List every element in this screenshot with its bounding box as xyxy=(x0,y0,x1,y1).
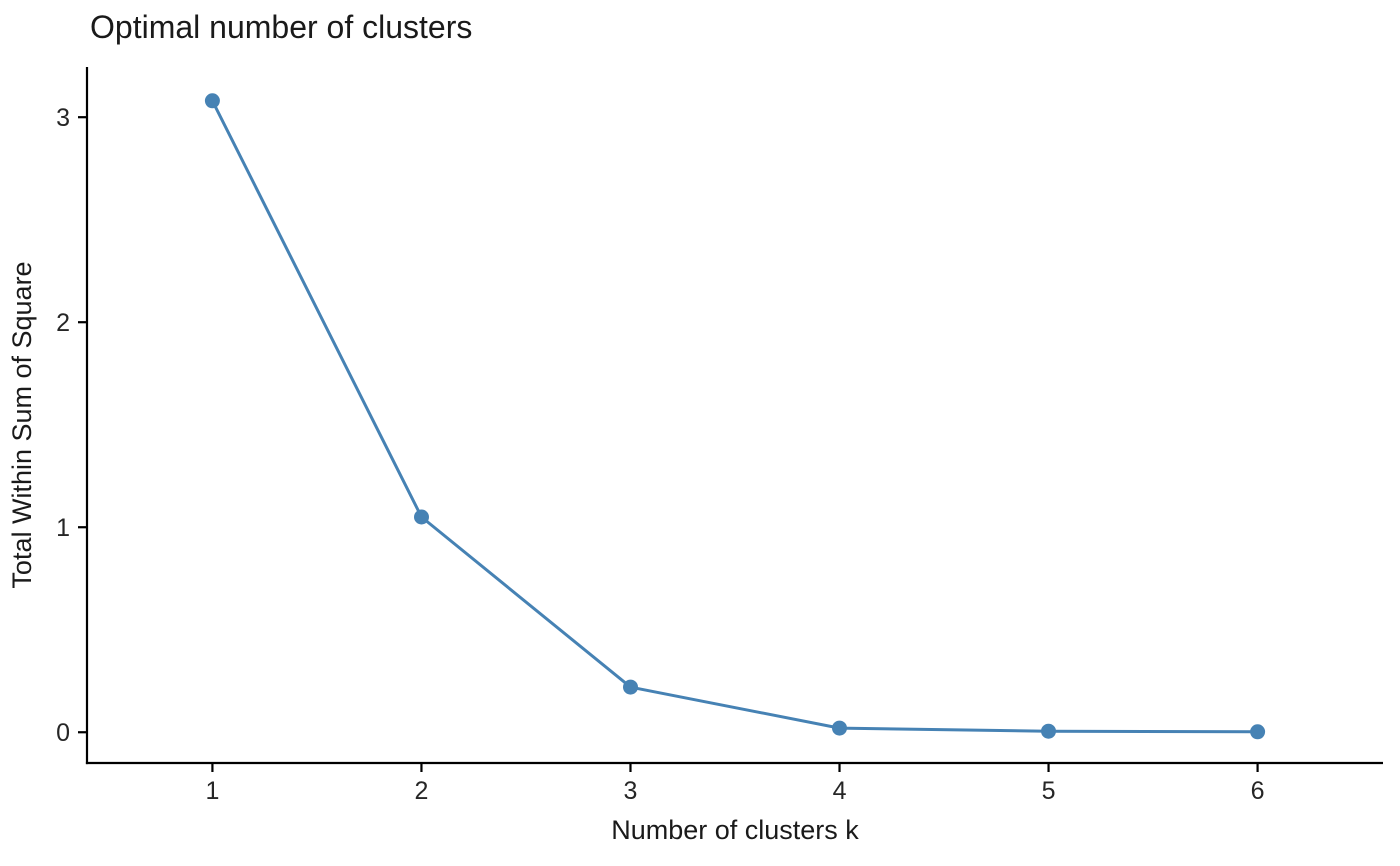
data-point-k4 xyxy=(832,720,847,736)
data-point-k3 xyxy=(623,679,638,695)
data-point-k1 xyxy=(204,93,220,109)
y-tick-label: 2 xyxy=(56,309,70,337)
x-axis-ticks: 1 2 3 4 5 6 xyxy=(205,763,1265,805)
y-axis-title: Total Within Sum of Square xyxy=(7,261,37,588)
x-tick-label: 5 xyxy=(1042,777,1056,805)
wss-line xyxy=(210,99,1260,734)
y-tick-label: 0 xyxy=(56,719,70,747)
data-point-k6 xyxy=(1250,724,1266,740)
data-point-k2 xyxy=(414,509,429,525)
x-axis-title: Number of clusters k xyxy=(611,815,859,845)
wss-data-points xyxy=(204,93,1266,740)
x-tick-label: 6 xyxy=(1251,777,1265,805)
x-tick-label: 1 xyxy=(205,777,219,805)
data-point-k5 xyxy=(1041,723,1056,739)
x-tick-label: 3 xyxy=(624,777,638,805)
x-tick-label: 4 xyxy=(833,777,847,805)
y-tick-label: 3 xyxy=(56,104,70,132)
y-axis-ticks: 0 1 2 3 xyxy=(56,104,87,747)
chart-title: Optimal number of clusters xyxy=(90,9,472,45)
y-tick-label: 1 xyxy=(56,514,70,542)
x-tick-label: 2 xyxy=(414,777,428,805)
